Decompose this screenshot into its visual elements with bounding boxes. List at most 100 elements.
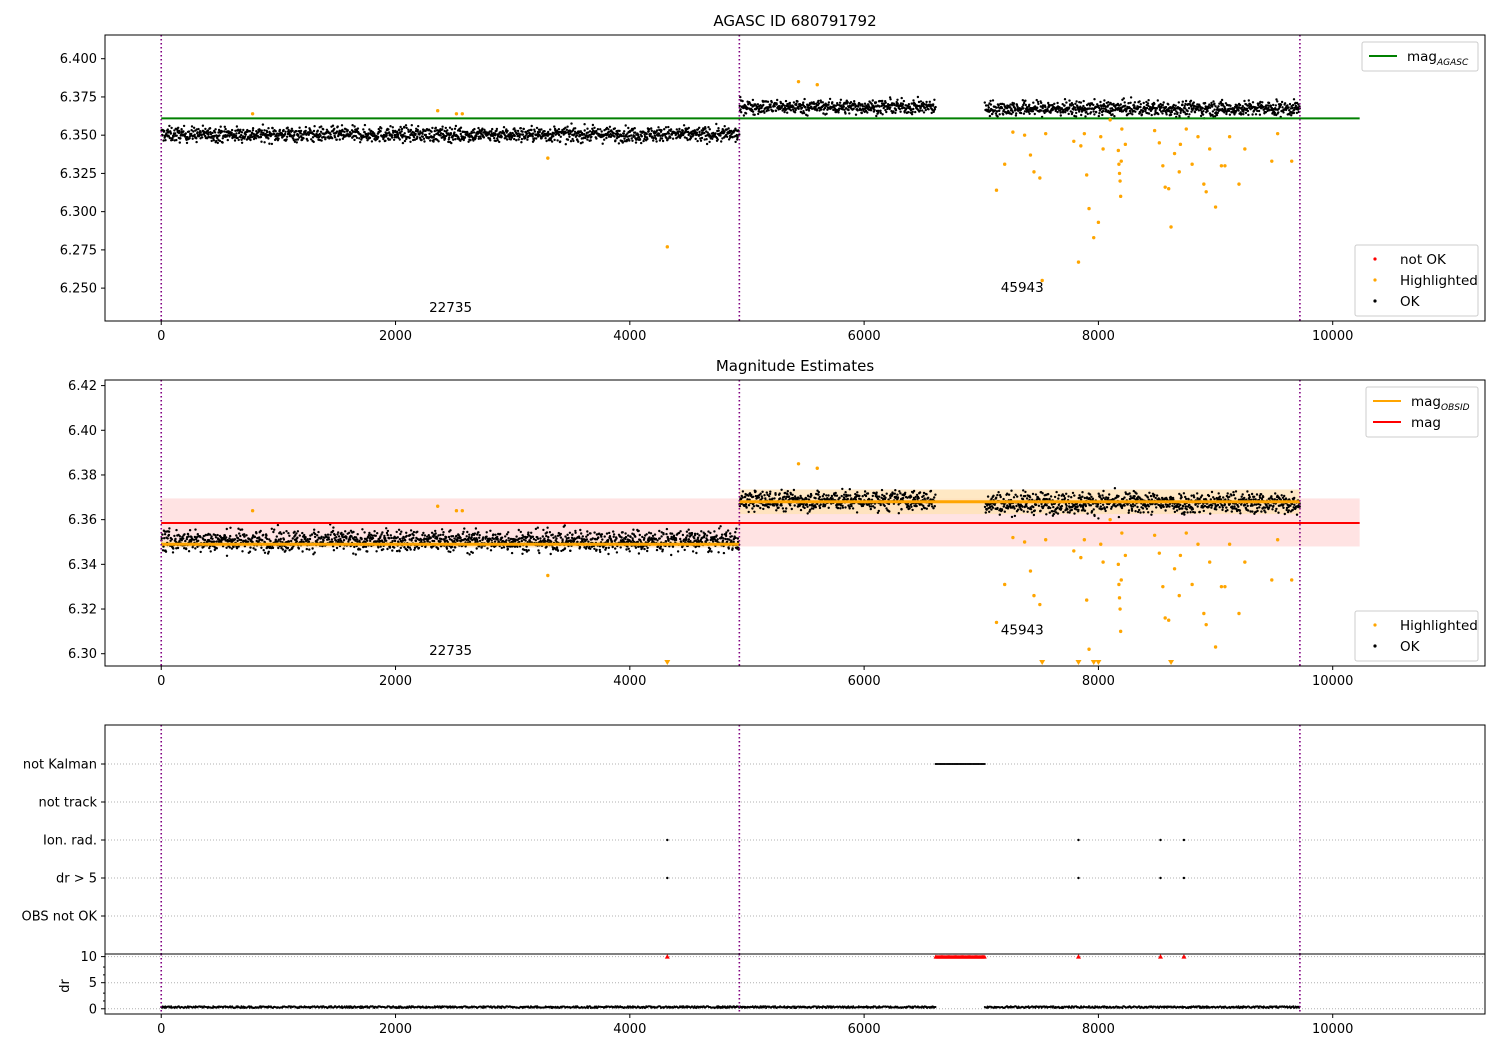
ok-point [286, 546, 290, 550]
ok-point [706, 131, 709, 134]
ok-point [705, 142, 709, 146]
ok-point [517, 528, 520, 532]
ok-point [450, 128, 454, 131]
ok-point [690, 531, 694, 535]
ok-point [224, 539, 227, 542]
ok-point [434, 126, 437, 129]
ok-point [996, 110, 999, 113]
ok-point [235, 125, 239, 128]
ok-point [518, 545, 522, 548]
ok-point [237, 545, 240, 548]
ok-point [912, 107, 915, 111]
ok-point [472, 131, 476, 134]
ok-point [894, 109, 898, 112]
ok-point [353, 545, 356, 549]
ok-point [380, 533, 383, 536]
ok-point [643, 137, 646, 141]
ok-point [1251, 101, 1255, 104]
ok-point [725, 133, 728, 137]
ok-point [362, 545, 366, 548]
ok-point [384, 537, 387, 540]
ok-point [421, 132, 424, 135]
ok-point [598, 548, 601, 552]
ok-point [912, 99, 915, 102]
ok-point [295, 141, 298, 144]
ok-point [1289, 107, 1293, 110]
ok-point [1000, 107, 1004, 110]
ok-point [883, 105, 887, 108]
ok-point [514, 129, 517, 132]
ok-point [903, 106, 906, 110]
ok-point [648, 128, 651, 131]
ok-point [319, 134, 322, 137]
ok-point [209, 133, 213, 136]
ok-point [533, 137, 536, 140]
ok-point [559, 536, 563, 539]
ok-point [414, 539, 418, 543]
ok-point [161, 134, 164, 137]
ok-point [248, 130, 252, 133]
ok-point [218, 139, 222, 143]
ok-point [1243, 99, 1246, 103]
ok-point [881, 113, 884, 116]
ok-point [439, 540, 442, 543]
ok-point [543, 537, 546, 540]
ok-point [786, 493, 789, 496]
ok-point [730, 539, 733, 542]
ok-point [783, 495, 786, 498]
ok-point [417, 546, 421, 550]
ok-point [409, 529, 413, 532]
ok-point [312, 140, 315, 144]
ok-point [192, 130, 195, 133]
ok-point [820, 108, 823, 111]
ok-point [707, 126, 710, 129]
ok-point [388, 131, 391, 134]
ok-point [540, 128, 543, 131]
ok-point [270, 142, 274, 146]
ok-point [313, 528, 316, 531]
ok-point [265, 534, 268, 537]
ok-point [480, 546, 483, 549]
ok-point [263, 129, 266, 132]
ok-point [726, 135, 729, 138]
ok-point [197, 539, 200, 542]
ok-point [284, 130, 287, 133]
ok-point [293, 530, 296, 533]
ok-point [1227, 107, 1230, 111]
ok-point [615, 137, 619, 140]
ok-point [431, 126, 434, 130]
ok-point [1160, 110, 1163, 113]
ok-point [327, 538, 331, 541]
ok-point [467, 536, 471, 539]
ok-point [320, 125, 323, 128]
ok-point [643, 547, 646, 551]
ok-point [1176, 111, 1179, 115]
ok-point [1139, 111, 1142, 114]
ok-point [408, 136, 411, 140]
ok-point [333, 136, 337, 139]
ok-point [201, 136, 204, 139]
ok-point [995, 106, 998, 109]
ok-point [527, 549, 530, 552]
ok-point [413, 546, 417, 550]
ok-point [1224, 107, 1227, 111]
ok-point [1106, 104, 1110, 107]
ok-point [780, 488, 783, 491]
ok-point [293, 133, 296, 137]
ok-point [736, 138, 739, 141]
ok-point [333, 127, 336, 130]
ok-point [649, 532, 653, 535]
ok-point [505, 138, 509, 141]
ok-point [525, 545, 528, 548]
ok-point [184, 539, 187, 543]
ok-point [1040, 101, 1043, 105]
ok-point [885, 110, 888, 114]
ok-point [251, 127, 255, 130]
ok-point [689, 136, 693, 140]
ok-point [1162, 101, 1165, 104]
ok-point [284, 549, 287, 552]
ok-point [734, 140, 737, 144]
ok-point [1201, 107, 1204, 110]
ok-point [490, 130, 493, 133]
ok-point [575, 134, 579, 137]
